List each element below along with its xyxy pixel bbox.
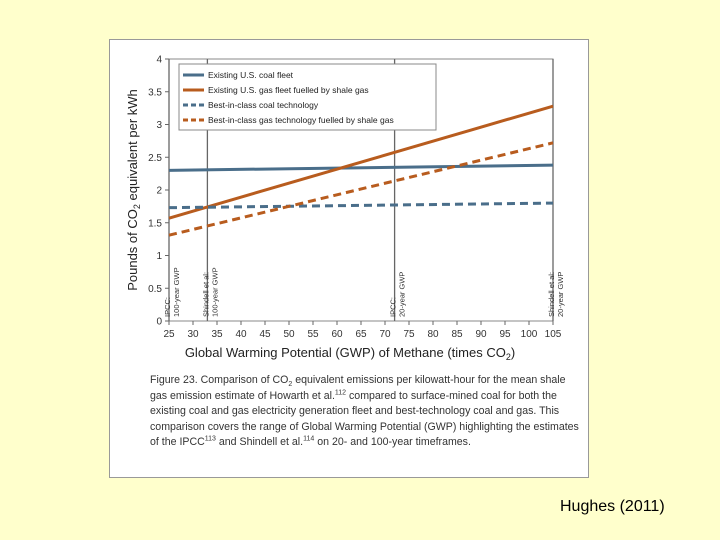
reference-label-line2: 100-year GWP	[210, 267, 219, 317]
reference-label-line2: 20-year GWP	[398, 272, 407, 317]
x-tick-label: 40	[235, 329, 247, 340]
x-tick-label: 100	[521, 329, 538, 340]
line-chart: 25 30 35 40 45 50 55 60 65 70 75 80 85 90 95 100 105 0 0.5…	[125, 55, 565, 363]
x-tick-label: 105	[545, 329, 562, 340]
x-tick-label: 80	[427, 329, 439, 340]
series-line	[168, 104, 554, 220]
reference-label-line1: IPCC:	[389, 297, 398, 317]
citation: Hughes (2011)	[560, 498, 665, 515]
y-tick-label: 0.5	[148, 284, 162, 295]
reference-label-line1: Shindell et al:	[201, 272, 210, 317]
x-tick-label: 75	[403, 329, 415, 340]
series-line	[168, 163, 554, 172]
reference-line-label: IPCC: 100-year GWP	[163, 267, 181, 317]
x-tick-label: 65	[355, 329, 367, 340]
figure-caption: Figure 23. Comparison of CO2 equivalent …	[150, 374, 579, 449]
legend-label: Best-in-class gas technology fuelled by …	[208, 115, 394, 125]
x-axis-title: Global Warming Potential (GWP) of Methan…	[185, 345, 515, 362]
y-tick-label: 0	[156, 317, 162, 328]
legend-label: Existing U.S. gas fleet fuelled by shale…	[208, 85, 369, 95]
y-tick-label: 3	[156, 120, 162, 131]
legend-label: Existing U.S. coal fleet	[208, 70, 294, 80]
x-tick-label: 55	[307, 329, 319, 340]
y-tick-label: 2	[156, 186, 162, 197]
x-tick-label: 90	[475, 329, 487, 340]
x-tick-label: 25	[163, 329, 175, 340]
reference-line-label: Shindell et al: 20-year GWP	[547, 272, 565, 317]
reference-label-line2: 100-year GWP	[172, 267, 181, 317]
y-tick-label: 4	[156, 55, 162, 66]
reference-label-line1: IPCC:	[163, 297, 172, 317]
reference-label-line2: 20-year GWP	[556, 272, 565, 317]
x-tick-label: 70	[379, 329, 391, 340]
x-tick-label: 35	[211, 329, 223, 340]
x-tick-label: 45	[259, 329, 271, 340]
reference-line-label: IPCC: 20-year GWP	[389, 272, 407, 317]
x-tick-label: 50	[283, 329, 295, 340]
y-tick-label: 2.5	[148, 153, 162, 164]
figure-card: 25 30 35 40 45 50 55 60 65 70 75 80 85 90 95 100 105 0 0.5…	[109, 39, 589, 478]
legend-label: Best-in-class coal technology	[208, 100, 319, 110]
y-tick-label: 1.5	[148, 218, 162, 229]
x-tick-label: 85	[451, 329, 463, 340]
x-tick-label: 95	[499, 329, 511, 340]
reference-label-line1: Shindell et al:	[547, 272, 556, 317]
legend-box	[178, 63, 437, 131]
x-tick-label: 30	[187, 329, 199, 340]
y-tick-label: 3.5	[148, 87, 162, 98]
series-line	[168, 201, 554, 210]
reference-line-label: Shindell et al: 100-year GWP	[201, 267, 219, 317]
y-axis-title: Pounds of CO2 equivalent per kWh	[125, 89, 142, 291]
y-tick-label: 1	[156, 251, 162, 262]
x-tick-label: 60	[331, 329, 343, 340]
series-line	[168, 141, 554, 237]
